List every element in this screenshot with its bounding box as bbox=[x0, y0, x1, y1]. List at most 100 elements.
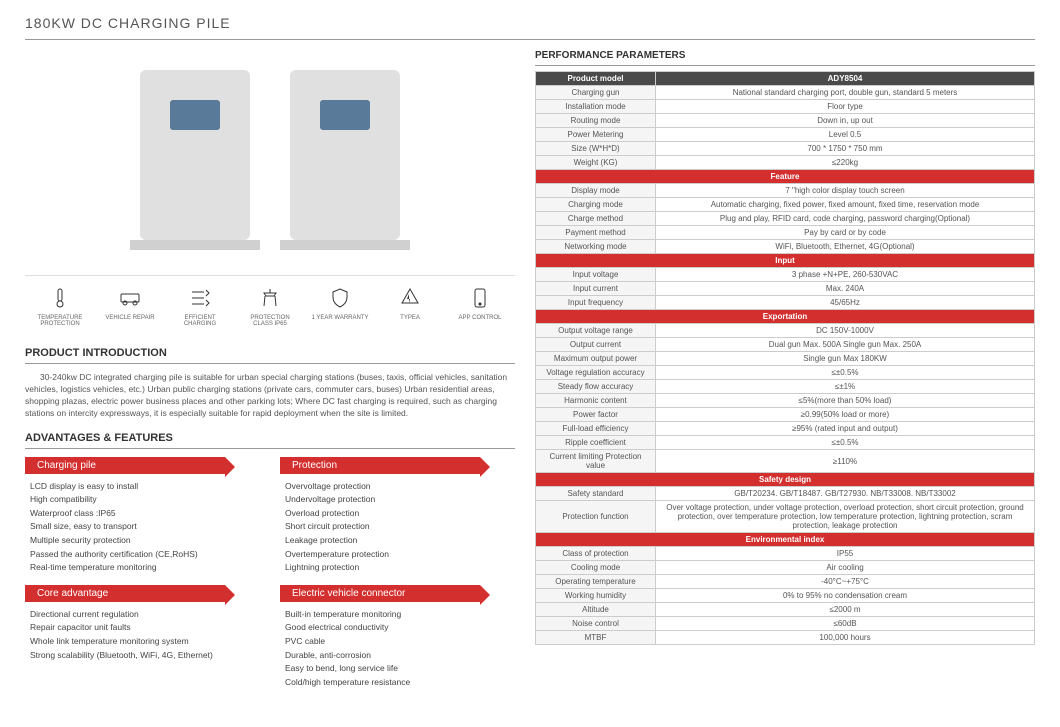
section-header: Input bbox=[536, 254, 1035, 268]
table-row: Routing modeDown in, up out bbox=[536, 114, 1035, 128]
list-item: Real-time temperature monitoring bbox=[30, 561, 260, 575]
table-row: Product modelADY8504 bbox=[536, 72, 1035, 86]
cell-value: ≥110% bbox=[656, 450, 1035, 473]
cell-label: Charging gun bbox=[536, 86, 656, 100]
cell-label: Output voltage range bbox=[536, 324, 656, 338]
cell-label: Safety standard bbox=[536, 487, 656, 501]
cell-label: Altitude bbox=[536, 603, 656, 617]
icon-label: PROTECTION CLASS IP65 bbox=[240, 315, 300, 327]
cell-value: 3 phase +N+PE, 260-530VAC bbox=[656, 268, 1035, 282]
list-item: Waterproof class :IP65 bbox=[30, 507, 260, 521]
cell-label: Input current bbox=[536, 282, 656, 296]
cell-label: Maximum output power bbox=[536, 352, 656, 366]
cell-label: Full-load efficiency bbox=[536, 422, 656, 436]
table-row: Input voltage3 phase +N+PE, 260-530VAC bbox=[536, 268, 1035, 282]
product-image-area bbox=[25, 50, 515, 260]
feature-icons-row: TEMPERATURE PROTECTION VEHICLE REPAIR EFFI… bbox=[25, 275, 515, 337]
list-item: Passed the authority certification (CE,R… bbox=[30, 548, 260, 562]
cell-value: ≤5%(more than 50% load) bbox=[656, 394, 1035, 408]
protection-banner: Protection bbox=[280, 457, 480, 474]
list-item: Lightning protection bbox=[285, 561, 515, 575]
cell-value: ≤2000 m bbox=[656, 603, 1035, 617]
table-row: Noise control≤60dB bbox=[536, 617, 1035, 631]
section-header: Safety design bbox=[536, 473, 1035, 487]
table-row: Payment methodPay by card or by code bbox=[536, 226, 1035, 240]
table-row: Charging modeAutomatic charging, fixed p… bbox=[536, 198, 1035, 212]
list-item: High compatibility bbox=[30, 493, 260, 507]
intro-title: PRODUCT INTRODUCTION bbox=[25, 347, 515, 364]
right-column: PERFORMANCE PARAMETERS Product modelADY8… bbox=[535, 50, 1035, 699]
cell-value: ≥95% (rated input and output) bbox=[656, 422, 1035, 436]
cell-value: Level 0.5 bbox=[656, 128, 1035, 142]
charging-icon: EFFICIENT CHARGING bbox=[170, 286, 230, 327]
cell-label: Installation mode bbox=[536, 100, 656, 114]
list-item: LCD display is easy to install bbox=[30, 480, 260, 494]
cell-label: Ripple coefficient bbox=[536, 436, 656, 450]
cell-value: ≤±0.5% bbox=[656, 436, 1035, 450]
features-col-right: Protection Overvoltage protectionUndervo… bbox=[280, 457, 515, 700]
table-row: Steady flow accuracy≤±1% bbox=[536, 380, 1035, 394]
table-row: Ripple coefficient≤±0.5% bbox=[536, 436, 1035, 450]
cell-label: Voltage regulation accuracy bbox=[536, 366, 656, 380]
list-item: Built-in temperature monitoring bbox=[285, 608, 515, 622]
icon-label: APP CONTROL bbox=[459, 315, 502, 321]
table-row: Input bbox=[536, 254, 1035, 268]
cell-label: Weight (KG) bbox=[536, 156, 656, 170]
list-item: Whole link temperature monitoring system bbox=[30, 635, 260, 649]
icon-label: VEHICLE REPAIR bbox=[105, 315, 154, 321]
cell-label: Power factor bbox=[536, 408, 656, 422]
cell-label: Operating temperature bbox=[536, 575, 656, 589]
table-row: Output currentDual gun Max. 500A Single … bbox=[536, 338, 1035, 352]
cell-value: GB/T20234. GB/T18487. GB/T27930. NB/T330… bbox=[656, 487, 1035, 501]
table-row: Charge methodPlug and play, RFID card, c… bbox=[536, 212, 1035, 226]
cell-label: Display mode bbox=[536, 184, 656, 198]
vehicle-icon: VEHICLE REPAIR bbox=[100, 286, 160, 327]
list-item: Durable, anti-corrosion bbox=[285, 649, 515, 663]
list-item: Overvoltage protection bbox=[285, 480, 515, 494]
cell-label: Steady flow accuracy bbox=[536, 380, 656, 394]
section-header: Environmental index bbox=[536, 533, 1035, 547]
table-row: Safety design bbox=[536, 473, 1035, 487]
section-header: Feature bbox=[536, 170, 1035, 184]
protection-list: Overvoltage protectionUndervoltage prote… bbox=[280, 480, 515, 575]
table-row: Weight (KG)≤220kg bbox=[536, 156, 1035, 170]
charging-pile-list: LCD display is easy to installHigh compa… bbox=[25, 480, 260, 575]
cell-label: Payment method bbox=[536, 226, 656, 240]
table-row: Feature bbox=[536, 170, 1035, 184]
cell-label: Routing mode bbox=[536, 114, 656, 128]
cell-value: Dual gun Max. 500A Single gun Max. 250A bbox=[656, 338, 1035, 352]
cell-value: ≤±0.5% bbox=[656, 366, 1035, 380]
table-row: Input currentMax. 240A bbox=[536, 282, 1035, 296]
page-title: 180KW DC CHARGING PILE bbox=[25, 15, 1035, 31]
list-item: Good electrical conductivity bbox=[285, 621, 515, 635]
list-item: Short circuit protection bbox=[285, 520, 515, 534]
list-item: Leakage protection bbox=[285, 534, 515, 548]
cell-label: Working humidity bbox=[536, 589, 656, 603]
left-column: TEMPERATURE PROTECTION VEHICLE REPAIR EFFI… bbox=[25, 50, 515, 699]
cell-label: Input voltage bbox=[536, 268, 656, 282]
page-header: 180KW DC CHARGING PILE bbox=[25, 15, 1035, 40]
cell-value: Automatic charging, fixed power, fixed a… bbox=[656, 198, 1035, 212]
charger-front bbox=[140, 70, 250, 240]
table-row: Maximum output powerSingle gun Max 180KW bbox=[536, 352, 1035, 366]
app-icon: APP CONTROL bbox=[450, 286, 510, 327]
cell-value: 7 "high color display touch screen bbox=[656, 184, 1035, 198]
icon-label: 1 YEAR WARRANTY bbox=[311, 315, 368, 321]
icon-label: EFFICIENT CHARGING bbox=[170, 315, 230, 327]
table-row: Size (W*H*D)700 * 1750 * 750 mm bbox=[536, 142, 1035, 156]
table-row: Charging gunNational standard charging p… bbox=[536, 86, 1035, 100]
table-row: Operating temperature-40°C~+75°C bbox=[536, 575, 1035, 589]
cell-value: Single gun Max 180KW bbox=[656, 352, 1035, 366]
specs-table: Product modelADY8504Charging gunNational… bbox=[535, 71, 1035, 645]
protection-icon: PROTECTION CLASS IP65 bbox=[240, 286, 300, 327]
features-columns: Charging pile LCD display is easy to ins… bbox=[25, 457, 515, 700]
temperature-icon: TEMPERATURE PROTECTION bbox=[30, 286, 90, 327]
cell-label: Power Metering bbox=[536, 128, 656, 142]
warranty-icon: 1 YEAR WARRANTY bbox=[310, 286, 370, 327]
icon-label: TEMPERATURE PROTECTION bbox=[30, 315, 90, 327]
table-row: Exportation bbox=[536, 310, 1035, 324]
cell-value: Plug and play, RFID card, code charging,… bbox=[656, 212, 1035, 226]
cell-label: Noise control bbox=[536, 617, 656, 631]
cell-label: Product model bbox=[536, 72, 656, 86]
cell-value: ≤60dB bbox=[656, 617, 1035, 631]
